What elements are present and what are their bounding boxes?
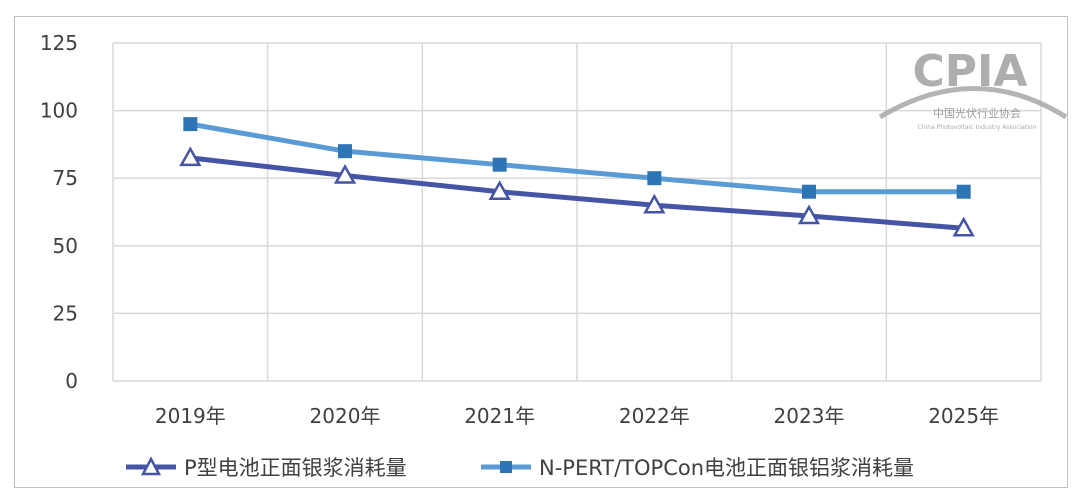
x-tick-label: 2023年 bbox=[774, 404, 845, 428]
data-point bbox=[802, 184, 816, 199]
x-tick-label: 2022年 bbox=[619, 404, 690, 428]
data-point bbox=[643, 193, 666, 214]
cpia-logo-arc bbox=[878, 86, 1068, 120]
y-tick-label: 0 bbox=[65, 369, 78, 393]
legend-label-n-type: N-PERT/TOPCon电池正面银铝浆消耗量 bbox=[539, 456, 914, 480]
series-1 bbox=[183, 117, 971, 199]
legend-item-p-type: P型电池正面银浆消耗量 bbox=[126, 456, 407, 480]
data-point bbox=[647, 171, 662, 186]
cpia-watermark: CPIA 中国光伏行业协会 China Photovoltaic Industr… bbox=[878, 46, 1068, 131]
y-tick-label: 75 bbox=[53, 166, 78, 190]
data-point bbox=[956, 184, 971, 199]
y-tick-label: 125 bbox=[40, 31, 78, 55]
data-point bbox=[333, 163, 357, 184]
y-tick-label: 25 bbox=[53, 301, 78, 325]
x-tick-label: 2019年 bbox=[155, 404, 226, 428]
cpia-org-name-cn: 中国光伏行业协会 bbox=[933, 106, 1021, 120]
grid-lines bbox=[112, 42, 1042, 382]
data-point bbox=[338, 144, 352, 159]
data-point bbox=[797, 204, 821, 225]
legend-marker-triangle-icon bbox=[140, 456, 162, 476]
x-tick-label: 2020年 bbox=[310, 404, 381, 428]
legend-marker-square-icon bbox=[500, 461, 512, 473]
x-tick-label: 2021年 bbox=[464, 404, 535, 428]
data-point bbox=[179, 146, 202, 167]
x-axis-ticks: 2019年 2020年 2021年 2022年 2023年 2025年 bbox=[155, 404, 999, 428]
data-point bbox=[952, 216, 975, 237]
legend-item-n-type: N-PERT/TOPCon电池正面银铝浆消耗量 bbox=[481, 456, 914, 480]
cpia-org-name-en: China Photovoltaic Industry Association bbox=[918, 124, 1037, 131]
series-layer bbox=[179, 117, 975, 237]
data-point bbox=[492, 157, 507, 172]
y-tick-label: 100 bbox=[40, 99, 78, 123]
chart-frame bbox=[14, 16, 1068, 488]
y-tick-label: 50 bbox=[53, 234, 78, 258]
x-tick-label: 2025年 bbox=[928, 404, 999, 428]
series-line bbox=[190, 155, 964, 231]
data-point bbox=[183, 117, 198, 132]
legend-label-p-type: P型电池正面银浆消耗量 bbox=[184, 456, 407, 480]
series-line bbox=[189, 121, 964, 195]
y-axis-ticks: 0 25 50 75 100 125 bbox=[40, 31, 78, 393]
data-point bbox=[488, 180, 511, 200]
legend: P型电池正面银浆消耗量 N-PERT/TOPCon电池正面银铝浆消耗量 bbox=[126, 456, 914, 480]
series-0 bbox=[179, 146, 975, 237]
